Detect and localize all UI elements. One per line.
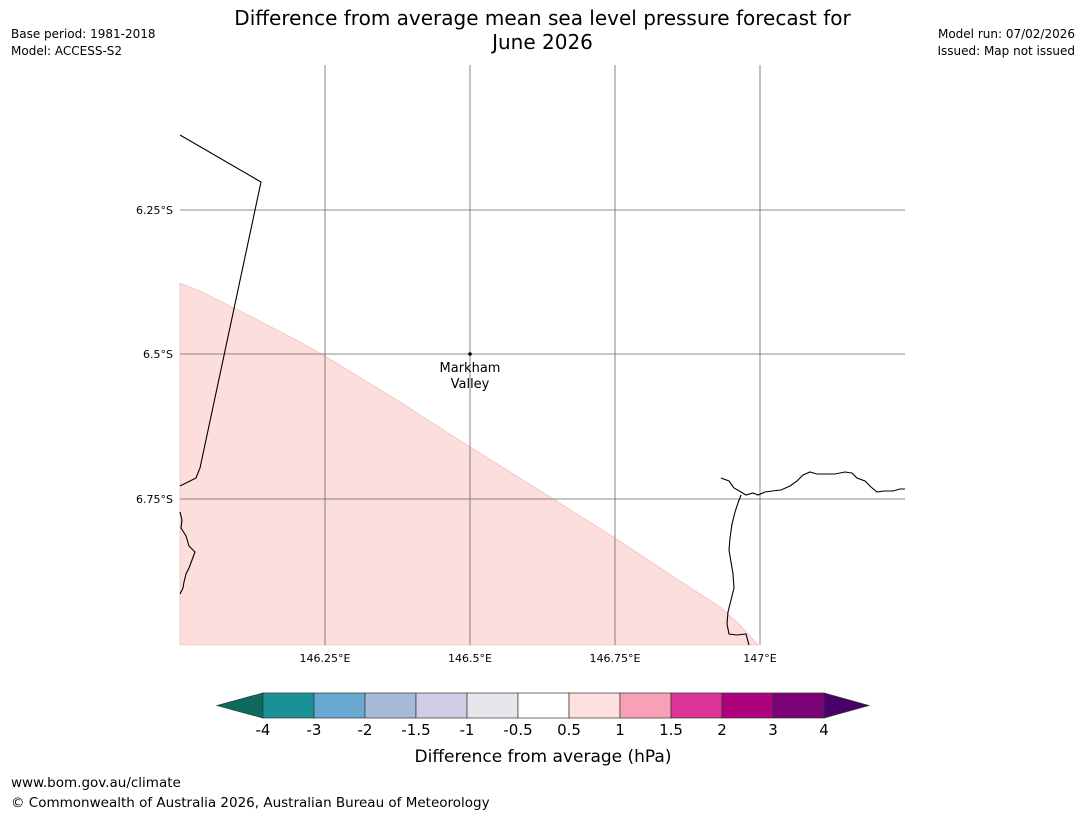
colorbar-bin — [364, 692, 417, 719]
place-name-line-2: Valley — [451, 377, 490, 392]
colorbar-bin — [619, 692, 672, 719]
colorbar-bin — [721, 692, 774, 719]
place-name-line-1: Markham — [440, 361, 501, 376]
colorbar-low-extend — [215, 692, 264, 719]
place-marker — [468, 352, 472, 356]
colorbar-bin — [415, 692, 468, 719]
colorbar-label: 1.5 — [659, 721, 683, 739]
west-coast — [179, 511, 196, 595]
river-line — [726, 494, 750, 646]
colorbar-bin — [568, 692, 621, 719]
title-line-1: Difference from average mean sea level p… — [234, 6, 851, 30]
colorbar-bin — [517, 692, 570, 719]
title-line-2: June 2026 — [492, 30, 593, 54]
anomaly-region — [179, 282, 759, 646]
meta-right: Model run: 07/02/2026 Issued: Map not is… — [937, 26, 1075, 60]
colorbar-bin — [262, 692, 315, 719]
lon-label: 146.75°E — [590, 652, 641, 665]
issued-status: Issued: Map not issued — [937, 44, 1075, 58]
footer-url[interactable]: www.bom.gov.au/climate — [11, 775, 181, 791]
coastlines — [179, 134, 905, 646]
lat-label: 6.5°S — [143, 348, 173, 361]
colorbar-bin — [466, 692, 519, 719]
border-line — [179, 134, 262, 487]
lon-label: 147°E — [743, 652, 776, 665]
colorbar-label: 4 — [819, 721, 829, 739]
map-title: Difference from average mean sea level p… — [180, 6, 905, 54]
colorbar-label: 0.5 — [557, 721, 581, 739]
gridlines — [180, 65, 905, 645]
colorbar-label: 3 — [768, 721, 778, 739]
colorbar-label: 1 — [615, 721, 625, 739]
east-coast — [720, 471, 905, 496]
lat-label: 6.25°S — [136, 204, 173, 217]
colorbar-high-extend — [823, 692, 871, 719]
footer-copyright: © Commonwealth of Australia 2026, Austra… — [11, 795, 490, 811]
meta-left: Base period: 1981-2018 Model: ACCESS-S2 — [11, 26, 156, 60]
model-name: Model: ACCESS-S2 — [11, 44, 123, 58]
colorbar-bin — [670, 692, 723, 719]
colorbar-label: -3 — [307, 721, 322, 739]
colorbar-bin — [313, 692, 366, 719]
model-run: Model run: 07/02/2026 — [937, 27, 1075, 41]
colorbar-label: -1 — [460, 721, 475, 739]
colorbar-label: -1.5 — [401, 721, 430, 739]
colorbar-label: -2 — [358, 721, 373, 739]
lon-label: 146.25°E — [300, 652, 351, 665]
colorbar-label: 2 — [717, 721, 727, 739]
colorbar-title: Difference from average (hPa) — [415, 747, 672, 767]
base-period: Base period: 1981-2018 — [11, 27, 156, 41]
colorbar-bin — [772, 692, 825, 719]
lat-label: 6.75°S — [136, 493, 173, 506]
lon-label: 146.5°E — [448, 652, 492, 665]
colorbar-label: -4 — [256, 721, 271, 739]
colorbar-label: -0.5 — [503, 721, 532, 739]
colorbar: -4 -3 -2 -1.5 -1 -0.5 0.5 1 1.5 2 3 4 Di… — [215, 692, 871, 767]
